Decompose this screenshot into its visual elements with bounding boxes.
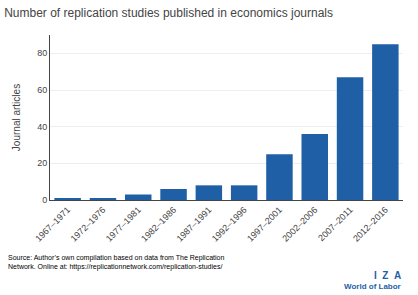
svg-text:0: 0 xyxy=(42,195,47,205)
svg-text:1987–1991: 1987–1991 xyxy=(175,205,214,244)
svg-text:Number of replication studies: Number of replication studies published … xyxy=(4,6,333,20)
svg-text:1967–1971: 1967–1971 xyxy=(33,205,72,244)
svg-text:Source: Author’s own compilati: Source: Author’s own compilation based o… xyxy=(8,254,224,271)
svg-text:20: 20 xyxy=(37,158,47,168)
svg-text:60: 60 xyxy=(37,85,47,95)
svg-text:80: 80 xyxy=(37,48,47,58)
svg-text:World of Labor: World of Labor xyxy=(344,282,401,291)
svg-text:2002–2006: 2002–2006 xyxy=(280,205,319,244)
svg-text:1992–1996: 1992–1996 xyxy=(210,205,249,244)
svg-text:Journal articles: Journal articles xyxy=(11,84,22,151)
svg-text:40: 40 xyxy=(37,122,47,132)
svg-text:1997–2001: 1997–2001 xyxy=(245,205,284,244)
svg-text:1972–1976: 1972–1976 xyxy=(69,205,108,244)
svg-text:2007–2011: 2007–2011 xyxy=(316,205,354,243)
svg-text:1982–1986: 1982–1986 xyxy=(139,205,178,244)
svg-text:I Z A: I Z A xyxy=(374,270,401,281)
svg-text:2012–2016: 2012–2016 xyxy=(351,205,390,244)
svg-text:1977–1981: 1977–1981 xyxy=(104,205,143,244)
